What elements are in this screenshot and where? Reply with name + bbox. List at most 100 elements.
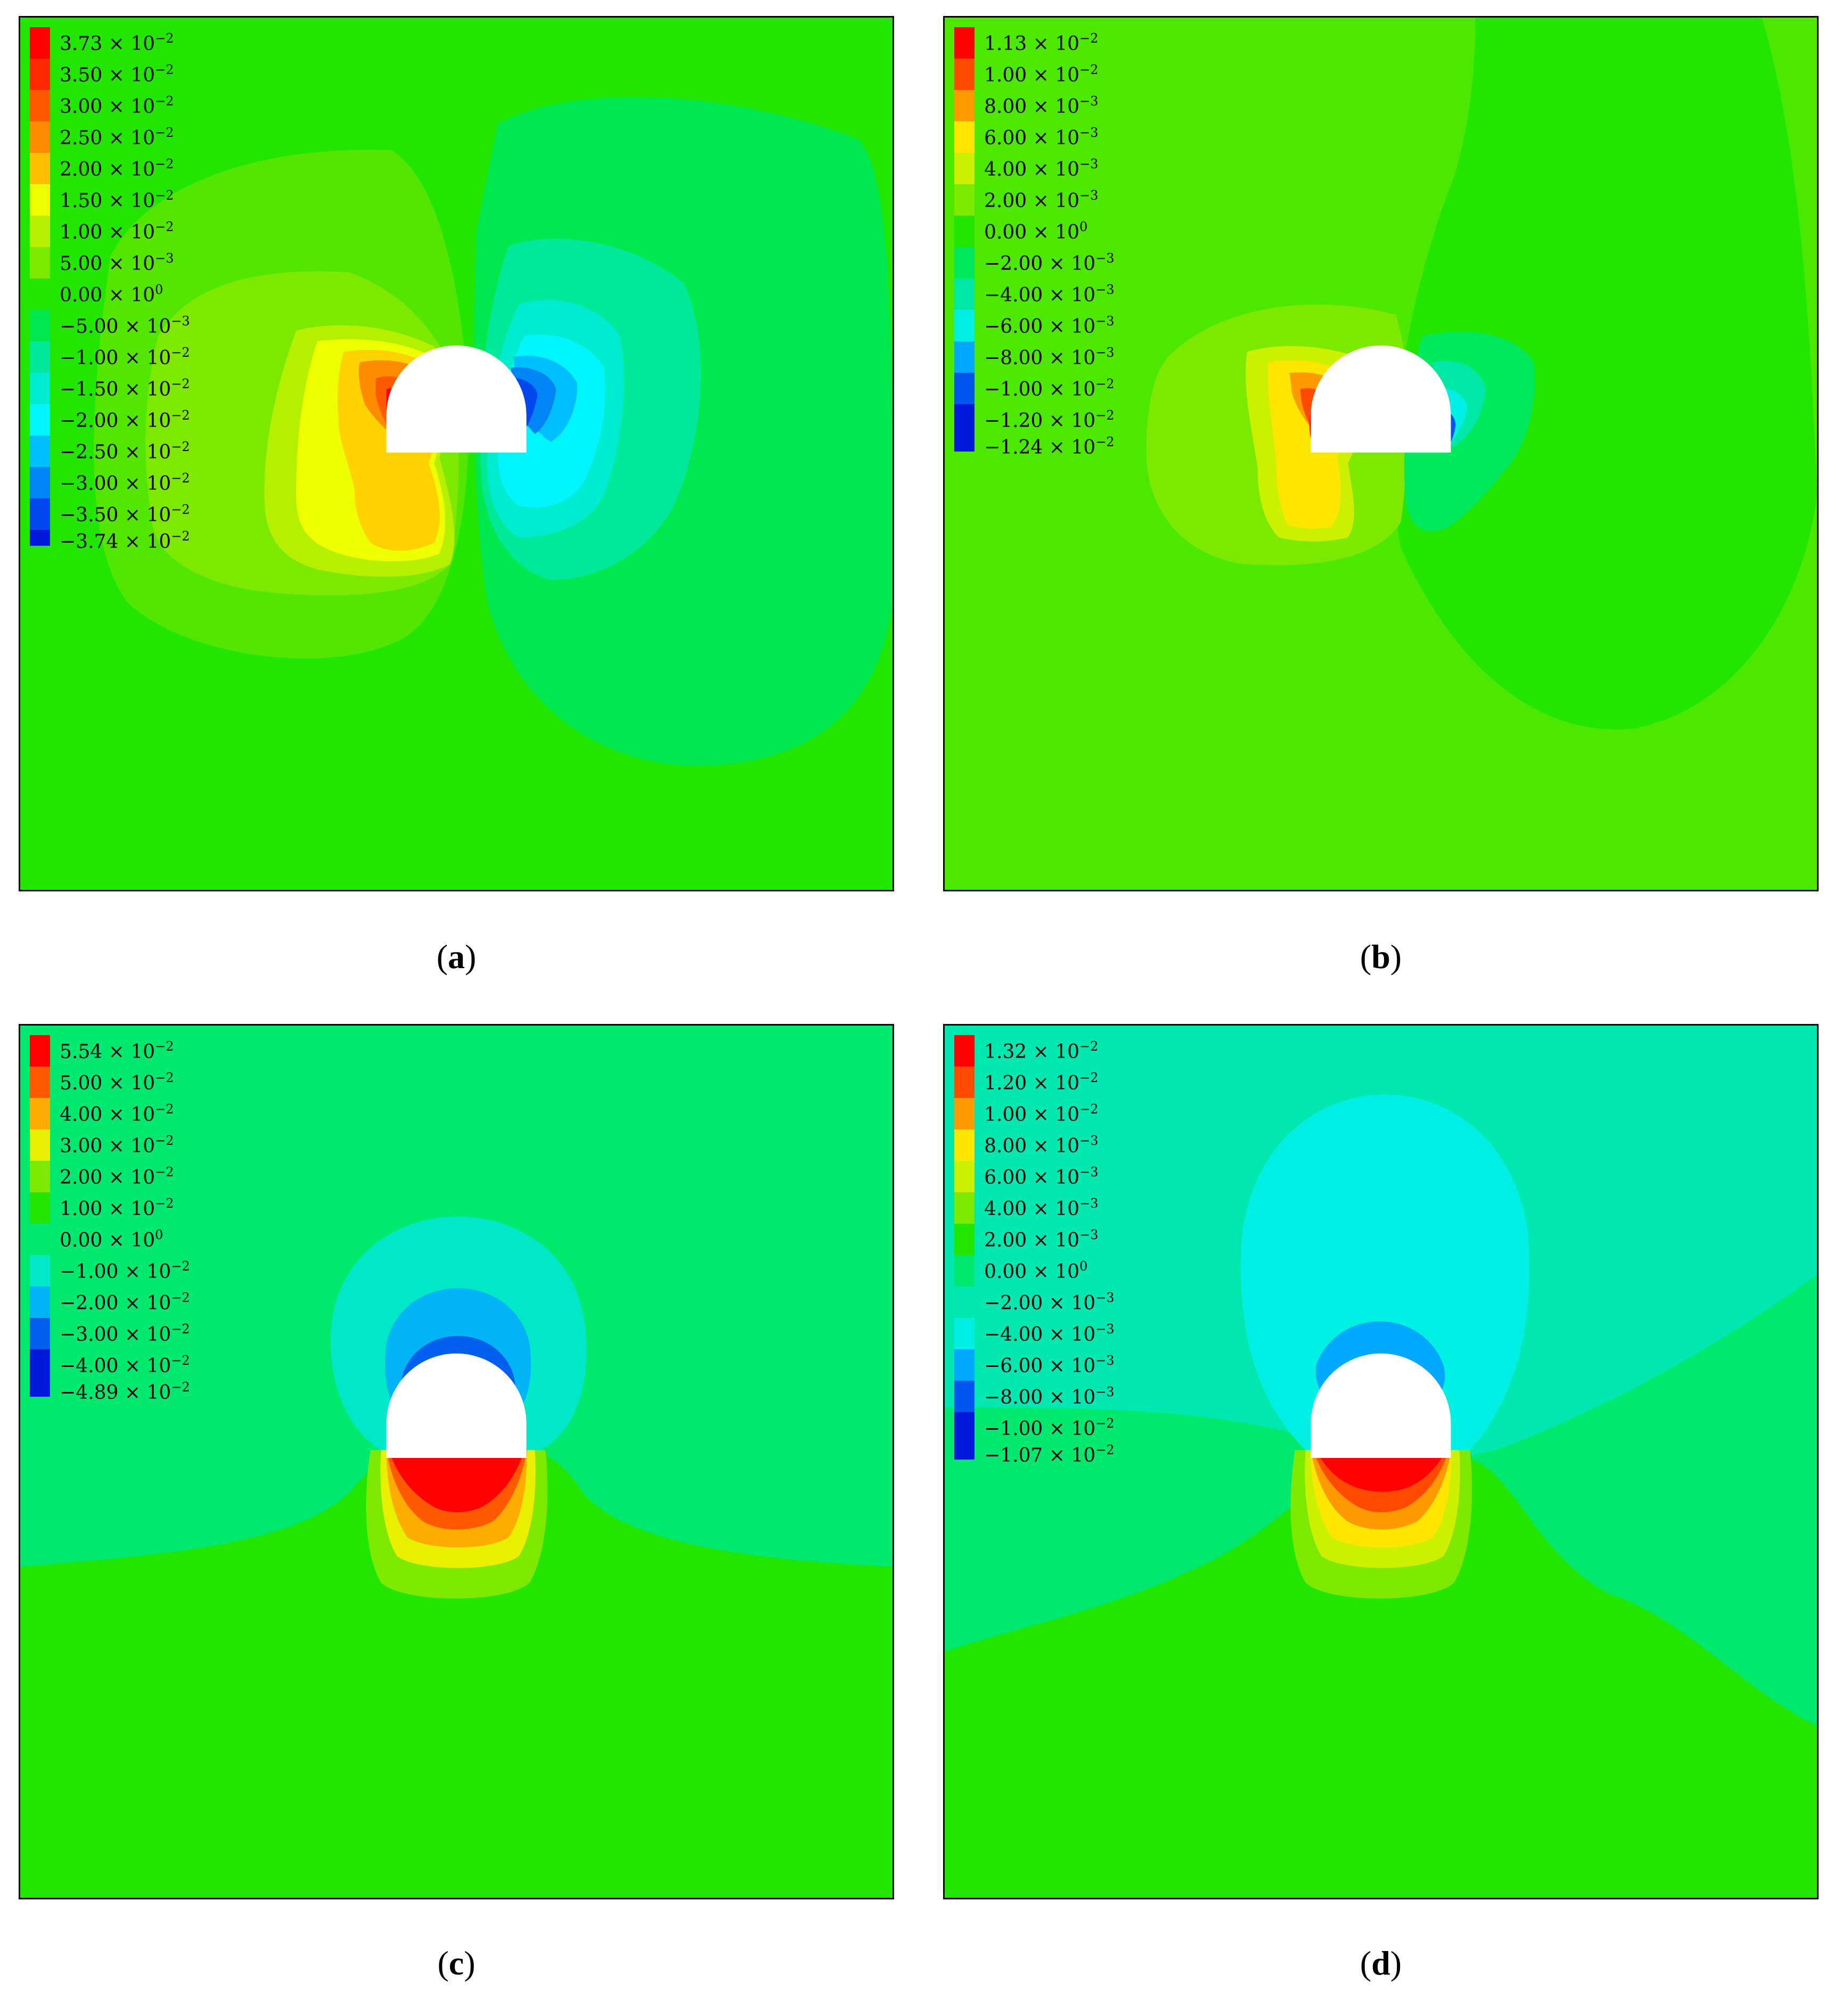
legend-label: −1.00 × 10−2 (984, 376, 1115, 400)
legend-entry: −4.00 × 10−3 (954, 1318, 1115, 1349)
legend-swatch (30, 1349, 50, 1381)
caption-paren: ) (1390, 938, 1402, 976)
contour-region (1241, 1094, 1529, 1458)
legend-label: −4.00 × 10−3 (984, 1322, 1115, 1346)
legend-entry: 5.00 × 10−2 (30, 1067, 190, 1098)
legend-entry: 4.00 × 10−3 (954, 1192, 1115, 1224)
legend-swatch (954, 216, 975, 247)
legend-label: 1.32 × 10−2 (984, 1039, 1099, 1063)
legend-label: 2.00 × 10−3 (984, 188, 1099, 212)
legend-label: −3.00 × 10−2 (60, 1322, 190, 1346)
caption-paren: ) (1390, 1944, 1402, 1982)
legend-swatch (30, 153, 50, 184)
legend-entry: −4.00 × 10−3 (954, 278, 1115, 310)
legend-label: 1.00 × 10−2 (60, 1196, 174, 1220)
legend-entry: 6.00 × 10−3 (954, 121, 1115, 153)
legend-swatch (30, 1192, 50, 1224)
legend-label: −2.00 × 10−2 (60, 1290, 190, 1314)
legend-entry: −4.00 × 10−2 (30, 1349, 190, 1381)
legend-entry: −1.20 × 10−2 (954, 404, 1115, 436)
contour-panel-d: 1.32 × 10−2 1.20 × 10−2 1.00 × 10−2 8.00 × … (943, 1024, 1819, 1899)
contour-panel-a: 3.73 × 10−2 3.50 × 10−2 3.00 × 10−2 2.50 × … (19, 16, 894, 891)
contour-region (389, 1450, 525, 1513)
legend-entry: −1.00 × 10−2 (30, 1255, 190, 1286)
legend-swatch (30, 310, 50, 341)
legend-swatch (954, 310, 975, 341)
legend-label: −1.07 × 10−2 (984, 1443, 1115, 1466)
panel-caption-a: (a) (403, 937, 510, 977)
legend-label: 2.50 × 10−2 (60, 125, 174, 149)
legend-entry: −2.00 × 10−2 (30, 404, 190, 436)
caption-letter: b (1371, 938, 1390, 976)
legend-label: −8.00 × 10−3 (984, 345, 1115, 369)
legend-swatch (954, 1318, 975, 1349)
legend-swatch (954, 1224, 975, 1255)
legend-entry: 1.00 × 10−2 (30, 1192, 190, 1224)
legend-swatch (30, 59, 50, 90)
color-legend: 1.13 × 10−2 1.00 × 10−2 8.00 × 10−3 6.00 × … (954, 27, 1115, 457)
legend-entry: −2.00 × 10−3 (954, 1286, 1115, 1318)
legend-swatch (30, 90, 50, 121)
legend-entry: 2.00 × 10−3 (954, 184, 1115, 216)
legend-label: 0.00 × 100 (984, 219, 1088, 243)
legend-entry: 3.73 × 10−2 (30, 27, 190, 59)
caption-paren: ( (1360, 1944, 1372, 1982)
legend-swatch (954, 59, 975, 90)
caption-letter: c (448, 1944, 464, 1982)
legend-label: 1.00 × 10−2 (984, 62, 1099, 86)
legend-entry: −1.24 × 10−2 (954, 436, 1115, 457)
caption-paren: ( (1360, 938, 1372, 976)
contour-panel-b: 1.13 × 10−2 1.00 × 10−2 8.00 × 10−3 6.00 × … (943, 16, 1819, 891)
legend-swatch (954, 247, 975, 278)
legend-label: 5.00 × 10−2 (60, 1070, 174, 1094)
legend-swatch (954, 1412, 975, 1444)
legend-label: 8.00 × 10−3 (984, 94, 1099, 118)
legend-label: −6.00 × 10−3 (984, 314, 1115, 338)
contour-region (1394, 18, 1817, 730)
legend-swatch (954, 404, 975, 436)
legend-swatch (30, 530, 50, 546)
legend-swatch (30, 404, 50, 436)
contour-panel-c: 5.54 × 10−2 5.00 × 10−2 4.00 × 10−2 3.00 × … (19, 1024, 894, 1899)
legend-label: 0.00 × 100 (60, 1227, 163, 1251)
legend-entry: 8.00 × 10−3 (954, 1129, 1115, 1161)
legend-label: 3.00 × 10−2 (60, 94, 174, 118)
legend-entry: 0.00 × 100 (954, 216, 1115, 247)
legend-swatch (30, 1035, 50, 1067)
legend-entry: −4.89 × 10−2 (30, 1381, 190, 1403)
legend-label: 3.00 × 10−2 (60, 1133, 174, 1157)
legend-entry: −2.50 × 10−2 (30, 436, 190, 467)
legend-entry: −3.74 × 10−2 (30, 530, 190, 552)
legend-label: −2.50 × 10−2 (60, 439, 190, 463)
legend-entry: 0.00 × 100 (954, 1255, 1115, 1286)
legend-swatch (954, 1349, 975, 1381)
legend-entry: 3.50 × 10−2 (30, 59, 190, 90)
legend-swatch (954, 1381, 975, 1412)
legend-swatch (30, 498, 50, 530)
legend-label: −6.00 × 10−3 (984, 1353, 1115, 1377)
legend-label: 2.00 × 10−2 (60, 1165, 174, 1189)
legend-swatch (30, 278, 50, 310)
legend-swatch (954, 1098, 975, 1129)
panel-caption-d: (d) (1328, 1944, 1434, 1983)
legend-label: 4.00 × 10−3 (984, 157, 1099, 181)
legend-entry: 1.32 × 10−2 (954, 1035, 1115, 1067)
tunnel-opening (1311, 345, 1451, 453)
legend-label: −2.00 × 10−3 (984, 1290, 1115, 1314)
legend-swatch (954, 27, 975, 59)
legend-swatch (954, 90, 975, 121)
legend-swatch (30, 1381, 50, 1397)
legend-entry: 6.00 × 10−3 (954, 1161, 1115, 1192)
legend-label: −4.00 × 10−3 (984, 282, 1115, 306)
panel-caption-b: (b) (1328, 937, 1434, 977)
legend-entry: −5.00 × 10−3 (30, 310, 190, 341)
tunnel-opening (1311, 1353, 1451, 1458)
contour-plot-a (20, 18, 893, 890)
legend-swatch (954, 1035, 975, 1067)
legend-entry: 1.00 × 10−2 (30, 216, 190, 247)
legend-label: 3.73 × 10−2 (60, 31, 174, 55)
legend-entry: −1.00 × 10−2 (954, 373, 1115, 404)
legend-swatch (30, 247, 50, 278)
legend-swatch (30, 1161, 50, 1192)
legend-entry: 0.00 × 100 (30, 278, 190, 310)
